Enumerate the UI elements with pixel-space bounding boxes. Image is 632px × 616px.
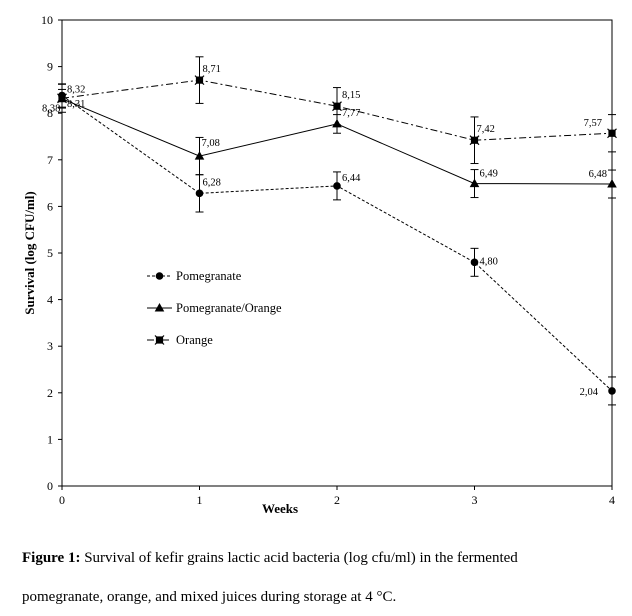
legend-item: Pomegranate	[147, 269, 242, 283]
legend-marker	[154, 335, 165, 345]
series-line	[61, 79, 613, 141]
data-point	[470, 258, 479, 267]
marker-cross	[607, 128, 617, 139]
data-point	[57, 93, 67, 104]
data-label: 8,38	[42, 103, 60, 114]
legend-item: Pomegranate/Orange	[147, 301, 282, 315]
data-label: 4,80	[480, 256, 498, 267]
data-point	[333, 182, 341, 190]
data-label: 7,08	[202, 138, 220, 149]
data-label: 8,32	[67, 84, 85, 95]
legend-label: Pomegranate	[176, 269, 242, 283]
y-tick-label: 6	[47, 199, 53, 213]
y-tick-label: 8	[47, 106, 53, 120]
data-label: 7,57	[584, 118, 602, 129]
data-point	[194, 151, 205, 160]
y-tick-label: 5	[47, 246, 53, 260]
marker-cross	[57, 93, 67, 104]
x-tick-label: 4	[609, 493, 615, 507]
data-label: 6,49	[480, 169, 498, 180]
data-point	[469, 178, 480, 188]
x-tick-label: 0	[59, 493, 65, 507]
legend-item: Orange	[147, 333, 213, 347]
y-tick-label: 3	[47, 339, 53, 353]
x-tick-label: 2	[334, 493, 340, 507]
y-axis-label: Survival (log CFU/ml)	[22, 191, 37, 315]
marker-cross	[332, 101, 342, 112]
data-label: 6,48	[589, 169, 607, 180]
marker-cross	[194, 75, 205, 86]
data-label: 6,44	[342, 173, 361, 184]
x-tick-label: 3	[472, 493, 478, 507]
legend-label: Orange	[176, 333, 213, 347]
x-tick-label: 1	[197, 493, 203, 507]
series-line	[61, 95, 613, 392]
figure-caption-line-2: pomegranate, orange, and mixed juices du…	[22, 589, 397, 605]
y-tick-label: 7	[47, 153, 53, 167]
data-label: 8,31	[67, 99, 85, 110]
series-pomegranate: 8,38 6,28 6,44 4,80 2,04	[42, 83, 616, 406]
data-point	[607, 128, 617, 139]
data-label: 7,77	[342, 108, 360, 119]
data-point	[332, 101, 342, 112]
figure-caption-text: Survival of kefir grains lactic acid bac…	[80, 550, 518, 566]
figure-caption-label: Figure 1:	[22, 550, 81, 566]
figure-caption-line-1: Figure 1: Survival of kefir grains lacti…	[22, 548, 622, 568]
data-label: 2,04	[580, 387, 599, 398]
y-tick-label: 9	[47, 60, 53, 74]
legend-label: Pomegranate/Orange	[176, 301, 282, 315]
y-tick-label: 4	[47, 293, 53, 307]
data-point	[194, 75, 205, 86]
legend-marker	[155, 272, 164, 280]
y-tick-label: 2	[47, 386, 53, 400]
data-point	[469, 135, 480, 146]
data-point	[195, 189, 204, 198]
series-orange: 8,32 8,71 8,15 7,42 7,57	[57, 56, 617, 165]
y-tick-label: 10	[41, 13, 53, 27]
chart-legend: Pomegranate Pomegranate/Orange Orange	[147, 269, 282, 347]
data-point	[607, 179, 617, 188]
data-label: 8,15	[342, 90, 360, 101]
data-label: 8,71	[203, 64, 221, 75]
chart-series: 8,38 6,28 6,44 4,80 2,04 8,31 7,08 7,77 6,49 6,48…	[42, 56, 617, 406]
data-point	[608, 387, 616, 395]
legend-marker	[154, 303, 165, 312]
marker-cross	[469, 135, 480, 146]
chart-axes: 0 1 2 3 4 5 6 7 8 9 10 0 1 2 3 4	[41, 13, 615, 507]
x-axis-label: Weeks	[262, 501, 298, 516]
y-tick-label: 0	[47, 479, 53, 493]
marker-cross	[154, 335, 165, 345]
y-tick-label: 1	[47, 432, 53, 446]
data-label: 7,42	[477, 124, 495, 135]
data-label: 6,28	[203, 177, 221, 188]
